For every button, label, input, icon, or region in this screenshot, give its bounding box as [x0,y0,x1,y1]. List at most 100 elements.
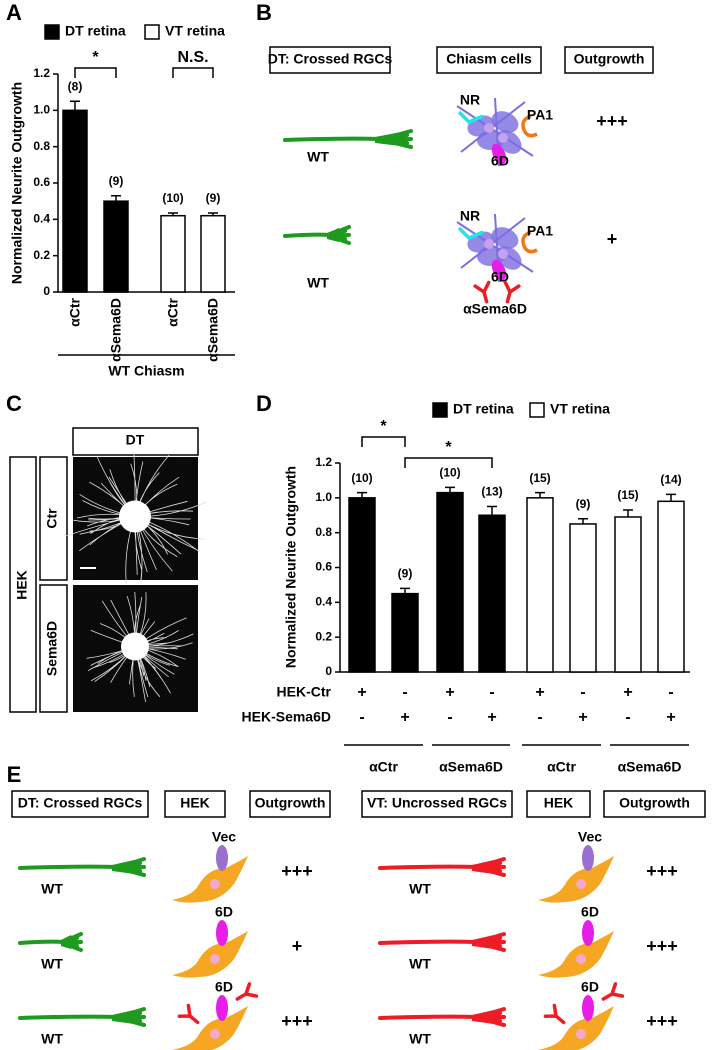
y-tick-label: 0.6 [33,175,50,189]
bar [348,497,376,673]
condition-sign: + [535,684,544,701]
group-label: αCtr [369,759,398,775]
hek-nucleus [576,954,586,964]
condition-sign: + [400,709,409,726]
y-tick-label: 0.4 [315,595,332,609]
growth-cone [112,860,138,874]
error-bar [623,509,633,517]
condition-sign: - [402,684,407,701]
n-label: (10) [351,471,372,485]
legend-label: DT retina [65,23,126,39]
label-box [436,46,542,74]
receptor [216,845,228,871]
panel-letter: D [256,391,272,416]
panel-letter: A [6,0,22,25]
y-tick-label: 1.0 [33,103,50,117]
condition-sign: - [447,709,452,726]
condition-sign: - [625,709,630,726]
error-bar [445,486,455,493]
cell-label: NR [460,92,480,108]
label-box [526,790,591,818]
condition-label: HEK-Ctr [277,684,332,700]
axon-label: WT [409,1031,431,1047]
nucleus [484,123,494,133]
error-bar [168,212,178,216]
n-label: (14) [660,473,681,487]
label-box [39,584,68,713]
axon-label: WT [307,275,329,291]
legend-label: VT retina [550,401,610,417]
antibody [473,280,491,304]
hek-nucleus [576,879,586,889]
growth-cone [472,860,498,874]
hek-nucleus [210,879,220,889]
y-tick-label: 1.2 [315,455,332,469]
y-tick-label: 0.6 [315,560,332,574]
outgrowth: +++ [596,111,628,131]
panel-letter: E [7,762,22,787]
pa1-receptor [521,230,538,254]
column-header: DT: Crossed RGCs [18,795,143,811]
cell-label: NR [460,208,480,224]
significance-bracket [361,436,406,447]
hek-label: 6D [581,979,599,995]
legend-label: VT retina [165,23,225,39]
group-label: αCtr [547,759,576,775]
cell-label: 6D [491,153,509,169]
label-box [39,456,68,581]
explant [119,500,151,533]
label-box [603,790,706,818]
label-box [249,790,331,818]
hek-cell [538,856,614,903]
panel-letter: C [6,391,22,416]
error-bar [111,194,121,202]
y-tick-label: 0.2 [33,248,50,262]
bar [569,523,597,673]
antibody [177,1003,200,1025]
bar [436,491,464,673]
column-header: Outgrowth [619,795,690,811]
condition-sign: + [578,709,587,726]
nr-receptor [457,110,484,125]
hek-label: Vec [578,829,602,845]
receptor [216,920,228,946]
error-bar [357,491,367,498]
significance-label: N.S. [177,49,208,66]
y-axis-label: Normalized Neurite Outgrowth [283,466,299,668]
bar [657,500,685,673]
hek-label: 6D [215,904,233,920]
bar [478,514,506,673]
y-axis-label: Normalized Neurite Outgrowth [9,82,25,284]
hek-nucleus [210,1029,220,1039]
outgrowth: + [292,936,303,956]
neurites [87,592,194,702]
outgrowth: +++ [281,1011,313,1031]
receptor [216,995,228,1021]
y-tick-label: 0.8 [33,139,50,153]
hek-label: 6D [581,904,599,920]
bar [200,214,226,293]
outgrowth: +++ [646,936,678,956]
legend-swatch [432,402,448,418]
condition-sign: + [666,709,675,726]
n-label: (15) [529,471,550,485]
panel-letter: B [256,0,272,25]
growth-cone [472,1010,498,1024]
axon-label: WT [41,956,63,972]
axon-label: WT [41,1031,63,1047]
column-header: VT: Uncrossed RGCs [367,795,507,811]
legend-swatch [144,24,160,40]
hek-cell [538,931,614,978]
sema6d-receptor [491,259,507,281]
hek-cell [172,1006,248,1050]
axon-label: WT [41,881,63,897]
condition-sign: + [357,684,366,701]
label-box [9,456,37,713]
error-bar [578,517,588,524]
y-tick-label: 0.2 [315,629,332,643]
y-tick-label: 1.0 [315,490,332,504]
nr-receptor [457,226,484,241]
antibody [601,982,625,1001]
cell-label: PA1 [527,223,553,239]
axon-label: WT [409,956,431,972]
